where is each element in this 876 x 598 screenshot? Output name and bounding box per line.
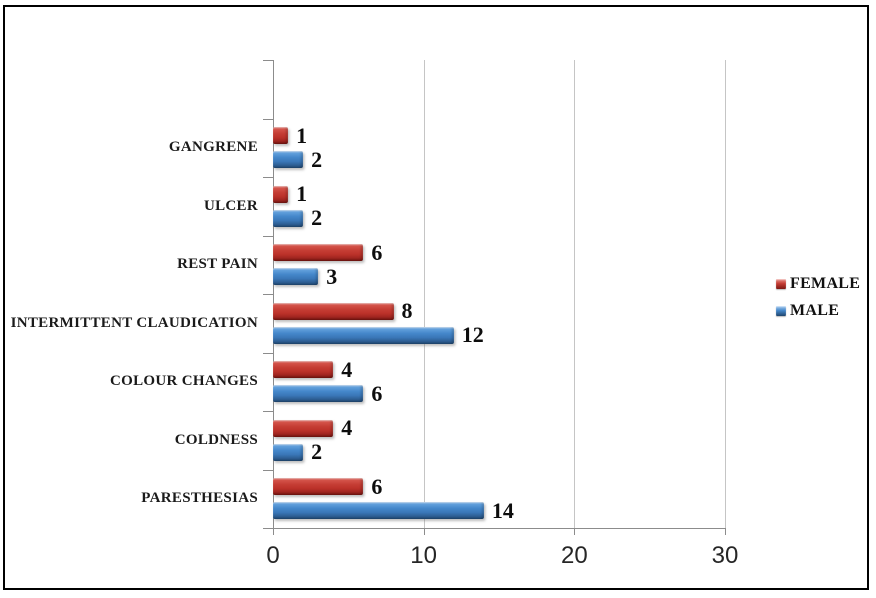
female-bar	[273, 302, 394, 320]
female-bar-line: 1	[273, 122, 322, 148]
y-axis-tick	[263, 177, 273, 178]
category-row: REST PAIN 6 3	[0, 236, 760, 295]
y-axis-tick	[263, 352, 273, 354]
male-bar	[273, 326, 454, 344]
male-bar	[273, 151, 304, 169]
category-bars: 8 12	[273, 294, 484, 353]
x-axis-tick	[725, 528, 726, 535]
category-bars: 6 14	[273, 470, 514, 529]
female-value-label: 1	[296, 122, 308, 148]
female-bar-line: 4	[273, 356, 382, 382]
female-bar	[273, 361, 334, 379]
category-label: COLDNESS	[174, 431, 258, 448]
category-row: COLDNESS 4 2	[0, 411, 760, 470]
female-bar	[273, 478, 364, 496]
x-axis-line	[263, 528, 725, 529]
y-axis-tick	[263, 528, 273, 529]
male-bar-line: 3	[273, 263, 382, 289]
male-bar-line: 14	[273, 497, 514, 523]
y-axis-tick	[263, 294, 273, 295]
male-bar-line: 2	[273, 146, 323, 172]
category-label: GANGRENE	[168, 139, 258, 156]
male-legend-swatch-icon	[776, 306, 786, 316]
female-value-label: 1	[296, 181, 308, 207]
male-value-label: 2	[311, 205, 323, 231]
category-label: PARESTHESIAS	[141, 490, 258, 507]
category-row: COLOUR CHANGES 4 6	[0, 353, 760, 412]
gridline-x-30	[725, 60, 726, 528]
female-bar-line: 1	[273, 183, 322, 205]
male-bar	[273, 502, 484, 520]
female-bar-line: 6	[273, 473, 514, 499]
category-row: PARESTHESIAS 6 14	[0, 470, 760, 529]
x-axis-tick	[423, 528, 425, 535]
category-label: INTERMITTENT CLAUDICATION	[10, 314, 258, 331]
y-axis-tick	[263, 469, 273, 471]
male-bar	[273, 209, 304, 227]
female-value-label: 6	[371, 473, 383, 499]
female-value-label: 4	[341, 415, 353, 441]
legend-label-female: FEMALE	[790, 275, 861, 292]
female-value-label: 8	[401, 298, 413, 324]
female-legend-swatch-icon	[776, 279, 786, 289]
male-bar	[273, 268, 319, 286]
y-axis-tick	[263, 118, 273, 120]
chart-border-frame	[3, 5, 869, 590]
female-value-label: 4	[341, 356, 353, 382]
male-bar	[273, 385, 364, 403]
male-value-label: 2	[311, 146, 323, 172]
y-axis-line	[273, 60, 274, 535]
male-bar-line: 2	[273, 207, 322, 229]
female-bar	[273, 244, 364, 262]
x-axis-tick-label: 20	[560, 542, 588, 569]
male-value-label: 12	[461, 322, 484, 348]
y-axis-tick	[263, 411, 273, 412]
category-label: ULCER	[203, 197, 258, 214]
category-label: REST PAIN	[177, 256, 258, 273]
legend-label-male: MALE	[790, 302, 840, 319]
x-axis-tick-label: 30	[711, 542, 739, 569]
male-value-label: 2	[311, 439, 323, 465]
category-row: ULCER 1 2	[0, 177, 760, 236]
female-bar-line: 8	[273, 300, 484, 322]
male-value-label: 3	[326, 263, 338, 289]
category-row: GANGRENE 1 2	[0, 119, 760, 178]
gridline-x-10	[423, 60, 425, 528]
legend-item-male: MALE	[776, 302, 860, 320]
female-bar	[273, 419, 334, 437]
female-bar	[273, 127, 289, 145]
x-axis-tick-label: 10	[410, 542, 438, 569]
x-axis-tick-label: 0	[266, 542, 280, 569]
female-bar-line: 6	[273, 239, 383, 265]
female-bar	[273, 185, 289, 203]
y-axis-tick	[263, 235, 273, 237]
legend-item-female: FEMALE	[776, 275, 860, 293]
female-bar-line: 4	[273, 417, 352, 439]
male-bar-line: 6	[273, 380, 383, 406]
male-bar-line: 2	[273, 441, 352, 463]
male-bar	[273, 443, 304, 461]
category-row: INTERMITTENT CLAUDICATION 8 12	[0, 294, 760, 353]
legend: FEMALE MALE	[776, 275, 860, 320]
category-label: COLOUR CHANGES	[110, 373, 258, 390]
male-value-label: 6	[371, 380, 383, 406]
male-value-label: 14	[491, 497, 514, 523]
male-bar-line: 12	[273, 324, 484, 346]
x-axis-tick	[574, 528, 576, 535]
gridline-x-20	[574, 60, 576, 528]
y-axis-tick	[263, 60, 273, 61]
x-axis-tick	[273, 528, 274, 535]
female-value-label: 6	[371, 239, 383, 265]
